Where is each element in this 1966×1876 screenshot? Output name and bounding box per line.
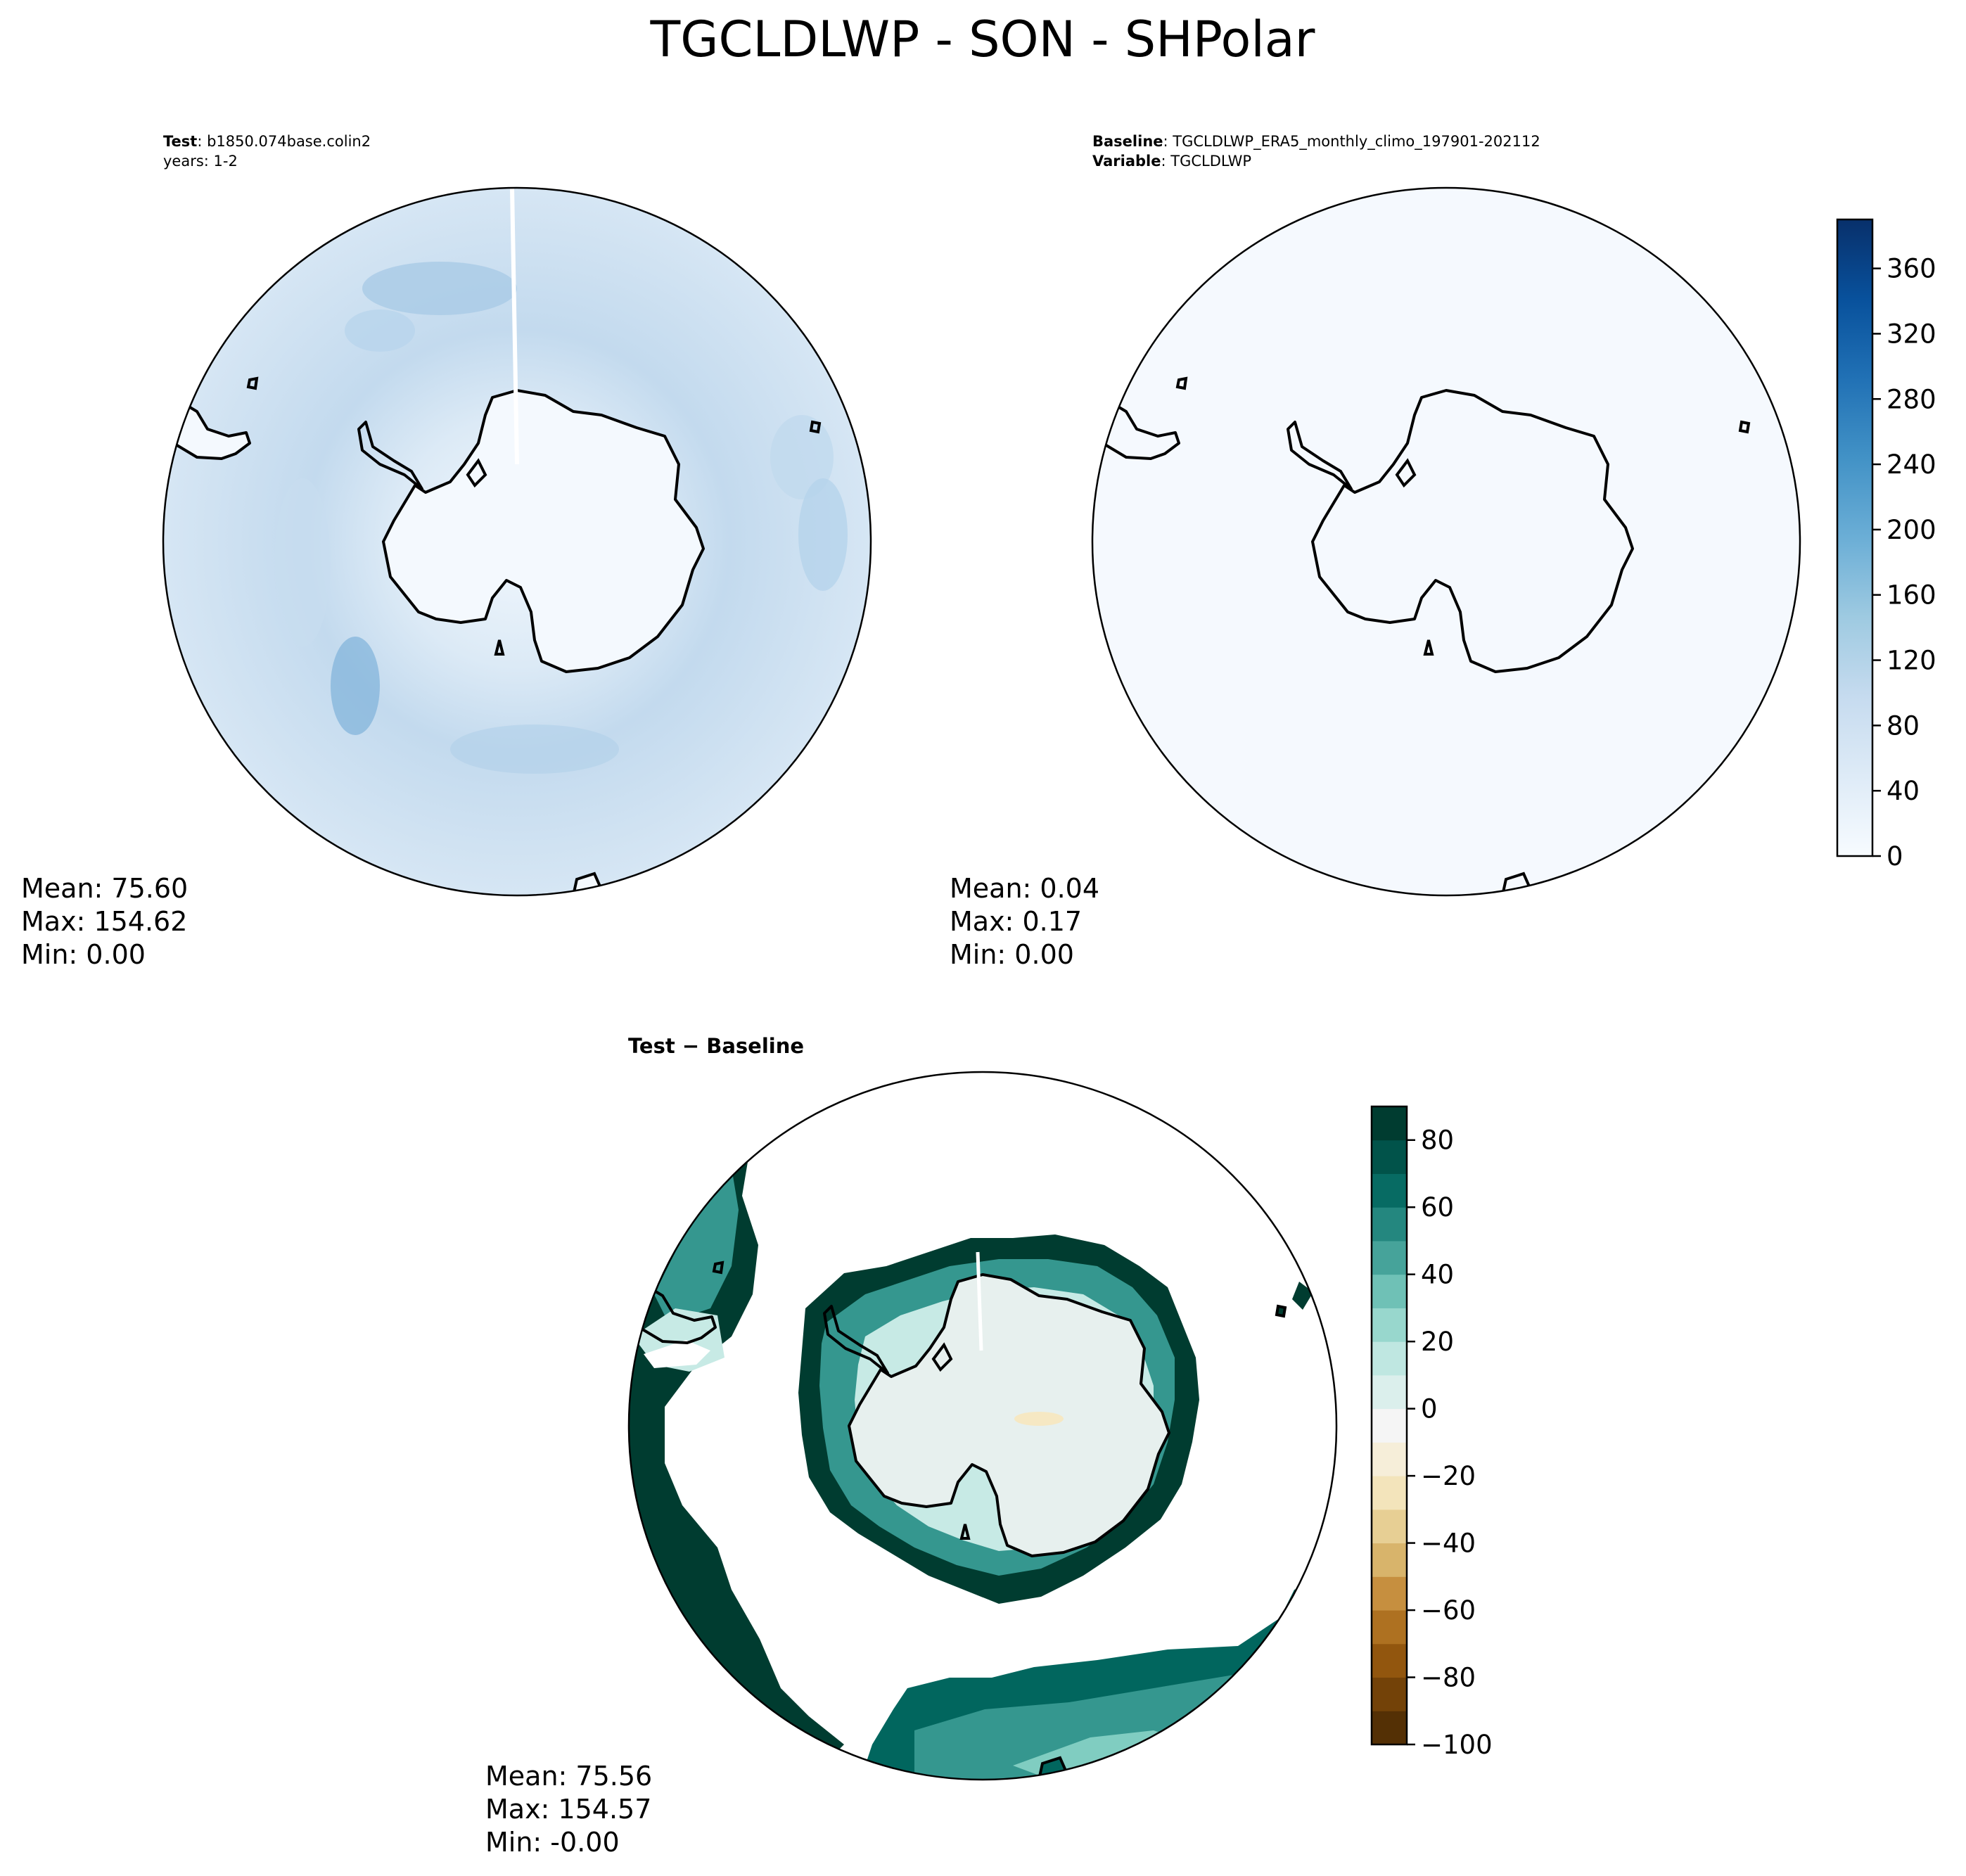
diff-colorbar-band [1372, 1106, 1407, 1141]
diff-colorbar: −100 −80 −60 −40 −20 0 20 40 60 80 [1370, 1105, 1493, 1760]
diff-colorbar-label: 40 [1421, 1260, 1454, 1290]
diff-mean: Mean: 75.56 [485, 1761, 652, 1792]
diff-colorbar-label: −80 [1421, 1663, 1476, 1693]
diff-colorbar-frame [1370, 1105, 1408, 1746]
test-min: Min: 0.00 [21, 939, 146, 970]
diff-colorbar-band [1372, 1576, 1407, 1611]
shared-colorbar-label: 120 [1887, 646, 1936, 676]
diff-panel: Test − Baseline [485, 1034, 1338, 1858]
diff-colorbar-band [1372, 1140, 1407, 1174]
diff-colorbar-band [1372, 1442, 1407, 1476]
test-max: Max: 154.62 [21, 906, 187, 937]
shared-colorbar-bar [1836, 218, 1874, 857]
diff-colorbar-label: −20 [1421, 1461, 1476, 1491]
diff-colorbar-band [1372, 1711, 1407, 1745]
diff-colorbar-label: 0 [1421, 1394, 1438, 1424]
diff-colorbar-label: −100 [1421, 1730, 1493, 1760]
figure-title: TGCLDLWP - SON - SHPolar [650, 11, 1315, 68]
diff-map-boundary [627, 1071, 1338, 1781]
baseline-max: Max: 0.17 [950, 906, 1082, 937]
test-map-boundary [162, 186, 872, 897]
test-header-line2: years: 1-2 [163, 153, 238, 170]
test-map [163, 188, 871, 895]
diff-colorbar-label: 20 [1421, 1327, 1454, 1357]
diff-colorbar-band [1372, 1476, 1407, 1510]
shared-colorbar-label: 280 [1887, 384, 1936, 414]
diff-colorbar-band [1372, 1677, 1407, 1711]
diff-colorbar-band [1372, 1509, 1407, 1544]
baseline-header-line2: Variable: TGCLDLWP [1092, 153, 1251, 170]
diff-colorbar-label: −40 [1421, 1529, 1476, 1559]
shared-colorbar-label: 0 [1887, 841, 1903, 872]
baseline-map-boundary [1091, 186, 1801, 897]
diff-colorbar-band [1372, 1341, 1407, 1376]
diff-colorbar-band [1372, 1543, 1407, 1577]
shared-colorbar-label: 160 [1887, 580, 1936, 611]
baseline-panel: Baseline: TGCLDLWP_ERA5_monthly_climo_19… [950, 133, 1801, 970]
diff-colorbar-band [1372, 1173, 1407, 1208]
diff-colorbar-band [1372, 1610, 1407, 1645]
test-header-line1: Test: b1850.074base.colin2 [163, 133, 371, 150]
diff-colorbar-band [1372, 1374, 1407, 1410]
diff-colorbar-band [1372, 1308, 1407, 1342]
diff-colorbar-band [1372, 1274, 1407, 1308]
shared-colorbar-label: 240 [1887, 449, 1936, 480]
baseline-header-line1: Baseline: TGCLDLWP_ERA5_monthly_climo_19… [1092, 133, 1540, 151]
diff-max: Max: 154.57 [485, 1794, 651, 1825]
test-mean: Mean: 75.60 [21, 873, 188, 904]
shared-colorbar-label: 200 [1887, 515, 1936, 545]
diff-colorbar-label: −60 [1421, 1595, 1476, 1626]
shared-colorbar: 0 40 80 120 160 200 240 280 320 360 [1836, 218, 1936, 872]
diff-colorbar-band [1372, 1207, 1407, 1242]
diff-header: Test − Baseline [628, 1034, 804, 1058]
diff-colorbar-label: 80 [1421, 1125, 1454, 1156]
shared-colorbar-label: 320 [1887, 319, 1936, 349]
shared-colorbar-label: 360 [1887, 254, 1936, 284]
diff-colorbar-band [1372, 1643, 1407, 1678]
diff-map [629, 1072, 1336, 1780]
diff-min: Min: -0.00 [485, 1827, 620, 1858]
baseline-min: Min: 0.00 [950, 939, 1074, 970]
diff-colorbar-band [1372, 1240, 1407, 1275]
baseline-mean: Mean: 0.04 [950, 873, 1099, 904]
baseline-map [1092, 188, 1800, 895]
test-panel: Test: b1850.074base.colin2 years: 1-2 [21, 133, 872, 970]
diff-colorbar-band [1372, 1408, 1407, 1443]
shared-colorbar-label: 80 [1887, 710, 1920, 741]
diff-colorbar-label: 60 [1421, 1192, 1454, 1223]
shared-colorbar-label: 40 [1887, 776, 1920, 806]
